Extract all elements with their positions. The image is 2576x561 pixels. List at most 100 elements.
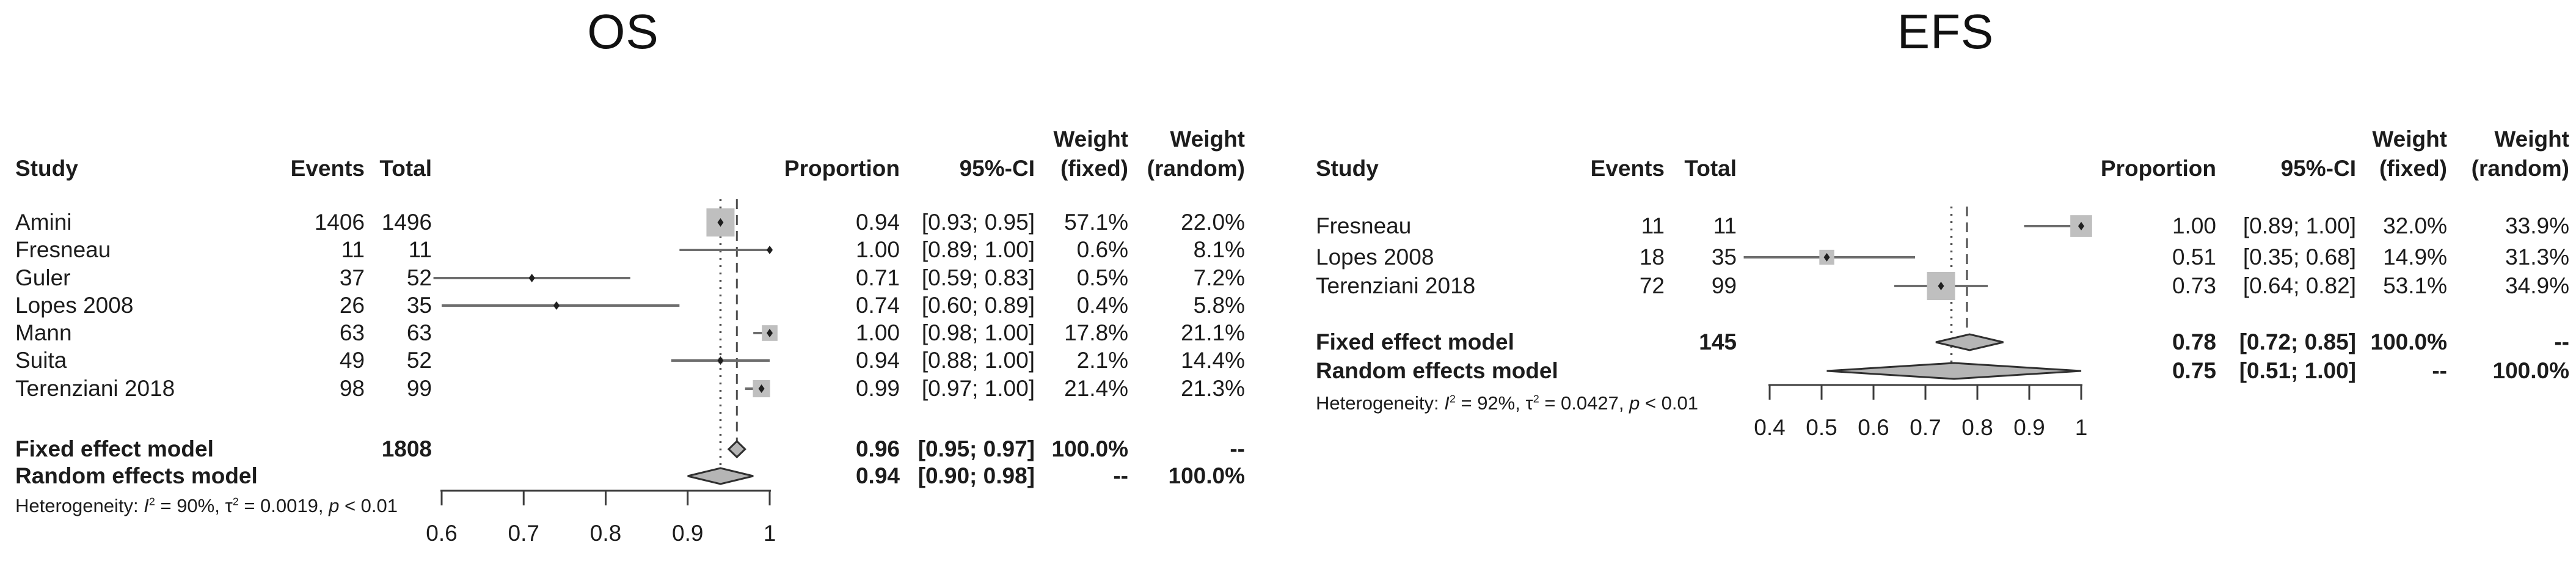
x-axis-tick-label: 0.6: [426, 521, 458, 546]
heterogeneity-segment: < 0.01: [1640, 392, 1699, 414]
weight-random-value: 21.1%: [1181, 320, 1245, 345]
events-value: 11: [341, 237, 365, 262]
random-effect-diamond: [687, 467, 754, 485]
weight-random-value: 33.9%: [2505, 213, 2569, 238]
study-name: Mann: [15, 320, 72, 345]
fixed-model-weight-fixed: 100.0%: [1051, 436, 1129, 461]
total-value: 52: [406, 348, 432, 373]
total-value: 63: [406, 320, 432, 345]
total-value: 52: [406, 265, 432, 290]
fixed-model-label: Fixed effect model: [1316, 329, 1514, 354]
point-estimate-marker: [528, 274, 535, 282]
weight-random-value: 22.0%: [1181, 210, 1245, 235]
fixed-model-proportion: 0.96: [855, 436, 900, 461]
proportion-value: 1.00: [855, 237, 900, 262]
proportion-value: 0.94: [855, 210, 900, 235]
ci-value: [0.93; 0.95]: [921, 210, 1035, 235]
panel-title-os: OS: [587, 4, 659, 59]
point-estimate-marker: [2078, 222, 2084, 230]
events-value: 26: [339, 293, 365, 318]
weight-fixed-value: 14.9%: [2383, 244, 2447, 270]
weight-random-value: 5.8%: [1193, 293, 1245, 318]
heterogeneity-text: Heterogeneity: I2 = 90%, τ2 = 0.0019, p …: [15, 493, 398, 519]
column-header-weight-fixed-line1: Weight: [2372, 127, 2447, 152]
random-model-ci: [0.90; 0.98]: [918, 463, 1035, 488]
random-model-proportion: 0.75: [2172, 358, 2216, 383]
x-axis-tick-label: 0.5: [1806, 415, 1837, 440]
events-value: 98: [339, 376, 365, 401]
point-estimate-marker: [767, 246, 773, 254]
fixed-model-weight-random: --: [1230, 436, 1245, 461]
heterogeneity-segment: τ: [225, 495, 233, 516]
heterogeneity-segment: p: [1629, 392, 1640, 414]
random-model-label: Random effects model: [15, 463, 258, 488]
events-value: 63: [339, 320, 365, 345]
ci-value: [0.89; 1.00]: [921, 237, 1035, 262]
fixed-model-weight-random: --: [2554, 329, 2569, 354]
study-name: Guler: [15, 265, 71, 290]
heterogeneity-segment: Heterogeneity:: [15, 495, 144, 516]
fixed-effect-diamond: [727, 439, 746, 459]
column-header-total: Total: [379, 156, 432, 181]
fixed-model-ci: [0.95; 0.97]: [918, 436, 1035, 461]
column-header-events: Events: [290, 156, 365, 181]
column-header-proportion: Proportion: [2100, 156, 2216, 181]
point-estimate-marker: [1938, 282, 1944, 290]
x-axis-tick-label: 0.9: [2013, 415, 2045, 440]
x-axis-tick-label: 1: [763, 521, 776, 546]
random-effect-diamond: [1826, 362, 2082, 380]
study-name: Lopes 2008: [1316, 244, 1434, 270]
weight-fixed-value: 0.4%: [1076, 293, 1128, 318]
point-estimate-marker: [767, 329, 773, 337]
study-name: Lopes 2008: [15, 293, 134, 318]
fixed-model-total: 1808: [381, 436, 432, 461]
heterogeneity-segment: p: [329, 495, 340, 516]
proportion-value: 0.73: [2172, 273, 2216, 298]
weight-random-value: 31.3%: [2505, 244, 2569, 270]
total-value: 11: [1713, 213, 1737, 238]
study-name: Suita: [15, 348, 67, 373]
random-model-weight-random: 100.0%: [2492, 358, 2570, 383]
study-name: Fresneau: [15, 237, 111, 262]
x-axis-tick-label: 0.6: [1858, 415, 1889, 440]
x-axis-tick-label: 1: [2074, 415, 2088, 440]
heterogeneity-segment: 2: [1449, 392, 1456, 405]
column-header-weight-random-line1: Weight: [2494, 127, 2569, 152]
study-name: Terenziani 2018: [15, 376, 175, 401]
x-axis-tick-label: 0.8: [1961, 415, 1993, 440]
ci-value: [0.88; 1.00]: [921, 348, 1035, 373]
random-model-ci: [0.51; 1.00]: [2239, 358, 2356, 383]
point-estimate-marker: [553, 301, 560, 310]
weight-fixed-value: 0.5%: [1076, 265, 1128, 290]
ci-value: [0.60; 0.89]: [921, 293, 1035, 318]
weight-random-value: 7.2%: [1193, 265, 1245, 290]
column-header-ci: 95%-CI: [959, 156, 1035, 181]
random-model-proportion: 0.94: [855, 463, 900, 488]
ci-value: [0.89; 1.00]: [2242, 213, 2356, 238]
fixed-model-total: 145: [1699, 329, 1737, 354]
weight-random-value: 34.9%: [2505, 273, 2569, 298]
weight-random-value: 21.3%: [1181, 376, 1245, 401]
study-name: Amini: [15, 210, 72, 235]
point-estimate-marker: [1823, 253, 1830, 262]
events-value: 49: [339, 348, 365, 373]
heterogeneity-segment: 2: [232, 495, 239, 508]
column-header-proportion: Proportion: [784, 156, 900, 181]
heterogeneity-segment: Heterogeneity:: [1316, 392, 1445, 414]
panel-title-efs: EFS: [1897, 4, 1994, 59]
weight-fixed-value: 21.4%: [1064, 376, 1128, 401]
fixed-model-weight-fixed: 100.0%: [2370, 329, 2448, 354]
weight-random-value: 8.1%: [1193, 237, 1245, 262]
fixed-model-label: Fixed effect model: [15, 436, 214, 461]
ci-value: [0.98; 1.00]: [921, 320, 1035, 345]
column-header-weight-fixed-line1: Weight: [1053, 127, 1128, 152]
study-name: Terenziani 2018: [1316, 273, 1476, 298]
ci-value: [0.97; 1.00]: [921, 376, 1035, 401]
proportion-value: 1.00: [2172, 213, 2216, 238]
x-axis-tick-label: 0.8: [589, 521, 622, 546]
heterogeneity-segment: = 92%,: [1455, 392, 1526, 414]
heterogeneity-segment: I: [144, 495, 149, 516]
ci-value: [0.59; 0.83]: [921, 265, 1035, 290]
column-header-total: Total: [1684, 156, 1737, 181]
